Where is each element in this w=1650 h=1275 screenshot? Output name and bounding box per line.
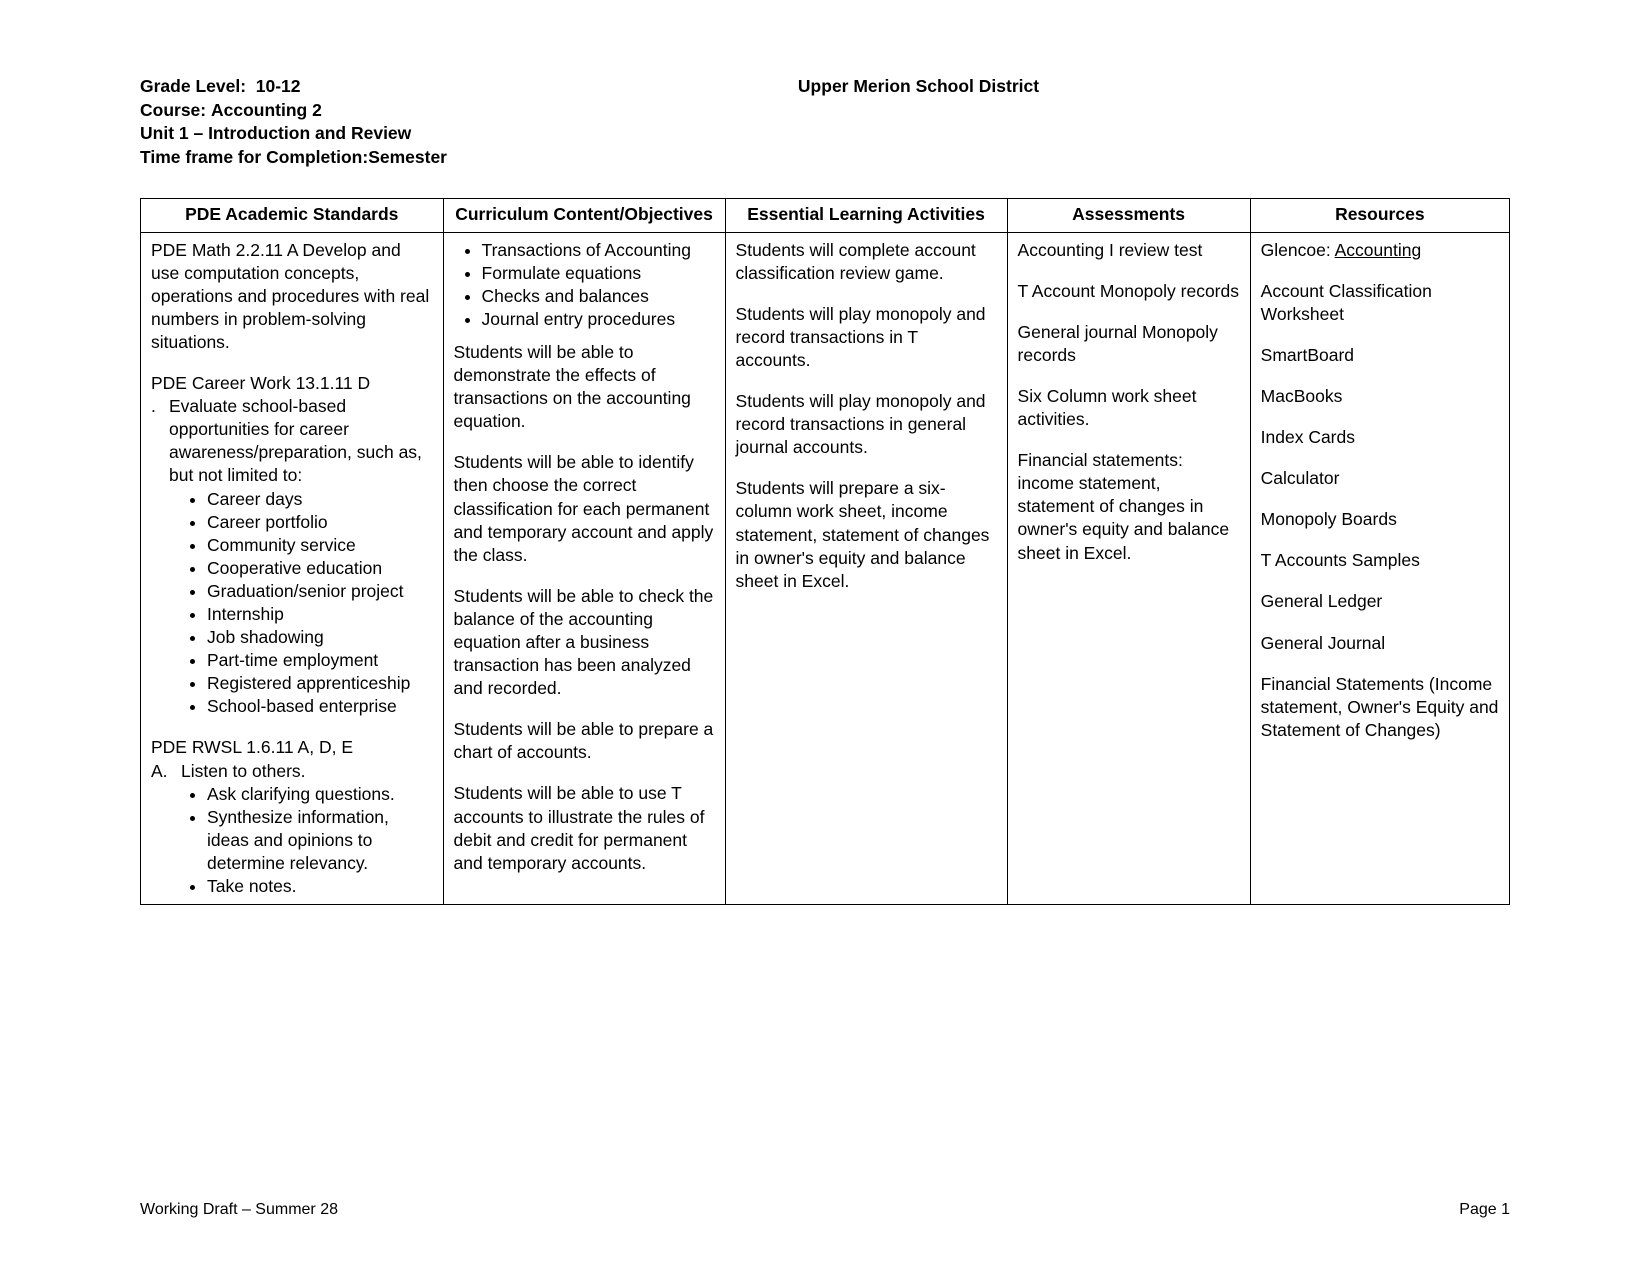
- list-item: Career days: [207, 488, 433, 511]
- grade-line: Grade Level: 10-12: [140, 75, 447, 99]
- timeframe-value: Semester: [368, 147, 447, 167]
- resources-item: Financial Statements (Income statement, …: [1261, 673, 1499, 742]
- timeframe-line: Time frame for Completion:Semester: [140, 146, 447, 170]
- objectives-bullets: Transactions of Accounting Formulate equ…: [454, 239, 715, 331]
- resources-item: MacBooks: [1261, 385, 1499, 408]
- resources-item: T Accounts Samples: [1261, 549, 1499, 572]
- resources-item: General Ledger: [1261, 590, 1499, 613]
- table-row: PDE Math 2.2.11 A Develop and use comput…: [141, 232, 1510, 905]
- list-item: Cooperative education: [207, 557, 433, 580]
- list-item: Job shadowing: [207, 626, 433, 649]
- career-list: Career days Career portfolio Community s…: [151, 488, 433, 719]
- assessments-para: General journal Monopoly records: [1018, 321, 1240, 367]
- resources-item: SmartBoard: [1261, 344, 1499, 367]
- cell-objectives: Transactions of Accounting Formulate equ…: [443, 232, 725, 905]
- list-item: School-based enterprise: [207, 695, 433, 718]
- cell-activities: Students will complete account classific…: [725, 232, 1007, 905]
- career-dot: .: [151, 395, 169, 487]
- curriculum-table: PDE Academic Standards Curriculum Conten…: [140, 198, 1510, 906]
- cell-assessments: Accounting I review test T Account Monop…: [1007, 232, 1250, 905]
- grade-label: Grade Level:: [140, 76, 246, 96]
- col-header-resources: Resources: [1250, 198, 1509, 232]
- timeframe-label: Time frame for Completion:: [140, 147, 368, 167]
- resources-line1-underlined: Accounting: [1335, 240, 1422, 260]
- standards-career-intro: Evaluate school-based opportunities for …: [169, 395, 433, 487]
- header-left: Grade Level: 10-12 Course: Accounting 2 …: [140, 75, 447, 170]
- standards-math: PDE Math 2.2.11 A Develop and use comput…: [151, 239, 433, 354]
- resources-line1-prefix: Glencoe:: [1261, 240, 1335, 260]
- cell-standards: PDE Math 2.2.11 A Develop and use comput…: [141, 232, 444, 905]
- rwsl-A-label: A.: [151, 760, 181, 783]
- footer-right: Page 1: [1459, 1201, 1510, 1219]
- assessments-para: Financial statements: income statement, …: [1018, 449, 1240, 564]
- resources-item: Calculator: [1261, 467, 1499, 490]
- list-item: Take notes.: [207, 875, 433, 898]
- standards-career-heading: PDE Career Work 13.1.11 D: [151, 372, 433, 395]
- list-item: Registered apprenticeship: [207, 672, 433, 695]
- list-item: Internship: [207, 603, 433, 626]
- list-item: Formulate equations: [482, 262, 715, 285]
- rwsl-A-list: Ask clarifying questions. Synthesize inf…: [151, 783, 433, 898]
- list-item: Checks and balances: [482, 285, 715, 308]
- unit-line: Unit 1 – Introduction and Review: [140, 122, 447, 146]
- list-item: Graduation/senior project: [207, 580, 433, 603]
- standards-rwsl-heading: PDE RWSL 1.6.11 A, D, E: [151, 736, 433, 759]
- page-footer: Working Draft – Summer 28 Page 1: [140, 1201, 1510, 1219]
- activities-para: Students will complete account classific…: [736, 239, 997, 285]
- col-header-activities: Essential Learning Activities: [725, 198, 1007, 232]
- objectives-para: Students will be able to check the balan…: [454, 585, 715, 700]
- rwsl-A-line: A. Listen to others.: [151, 760, 433, 783]
- list-item: Community service: [207, 534, 433, 557]
- list-item: Ask clarifying questions.: [207, 783, 433, 806]
- rwsl-A-text: Listen to others.: [181, 760, 306, 783]
- col-header-standards: PDE Academic Standards: [141, 198, 444, 232]
- objectives-para: Students will be able to identify then c…: [454, 451, 715, 566]
- resources-item: General Journal: [1261, 632, 1499, 655]
- list-item: Career portfolio: [207, 511, 433, 534]
- resources-item: Index Cards: [1261, 426, 1499, 449]
- header-center: Upper Merion School District: [447, 75, 1290, 170]
- objectives-para: Students will be able to use T accounts …: [454, 782, 715, 874]
- list-item: Part-time employment: [207, 649, 433, 672]
- district-name: Upper Merion School District: [798, 75, 1039, 99]
- standards-career-intro-line: . Evaluate school-based opportunities fo…: [151, 395, 433, 487]
- resources-item: Monopoly Boards: [1261, 508, 1499, 531]
- list-item: Synthesize information, ideas and opinio…: [207, 806, 433, 875]
- assessments-para: Accounting I review test: [1018, 239, 1240, 262]
- page: Grade Level: 10-12 Course: Accounting 2 …: [0, 0, 1650, 965]
- cell-resources: Glencoe: Accounting Account Classificati…: [1250, 232, 1509, 905]
- col-header-objectives: Curriculum Content/Objectives: [443, 198, 725, 232]
- assessments-para: T Account Monopoly records: [1018, 280, 1240, 303]
- grade-value: 10-12: [256, 76, 301, 96]
- table-header-row: PDE Academic Standards Curriculum Conten…: [141, 198, 1510, 232]
- resources-item: Account Classification Worksheet: [1261, 280, 1499, 326]
- col-header-assessments: Assessments: [1007, 198, 1250, 232]
- course-value: Accounting 2: [211, 100, 322, 120]
- footer-left: Working Draft – Summer 28: [140, 1201, 338, 1219]
- course-line: Course: Accounting 2: [140, 99, 447, 123]
- assessments-para: Six Column work sheet activities.: [1018, 385, 1240, 431]
- resources-line1: Glencoe: Accounting: [1261, 239, 1499, 262]
- activities-para: Students will play monopoly and record t…: [736, 390, 997, 459]
- list-item: Transactions of Accounting: [482, 239, 715, 262]
- course-label: Course:: [140, 100, 206, 120]
- list-item: Journal entry procedures: [482, 308, 715, 331]
- activities-para: Students will play monopoly and record t…: [736, 303, 997, 372]
- activities-para: Students will prepare a six-column work …: [736, 477, 997, 592]
- objectives-para: Students will be able to prepare a chart…: [454, 718, 715, 764]
- header-right-spacer: [1290, 75, 1510, 170]
- objectives-para: Students will be able to demonstrate the…: [454, 341, 715, 433]
- document-header: Grade Level: 10-12 Course: Accounting 2 …: [140, 75, 1510, 170]
